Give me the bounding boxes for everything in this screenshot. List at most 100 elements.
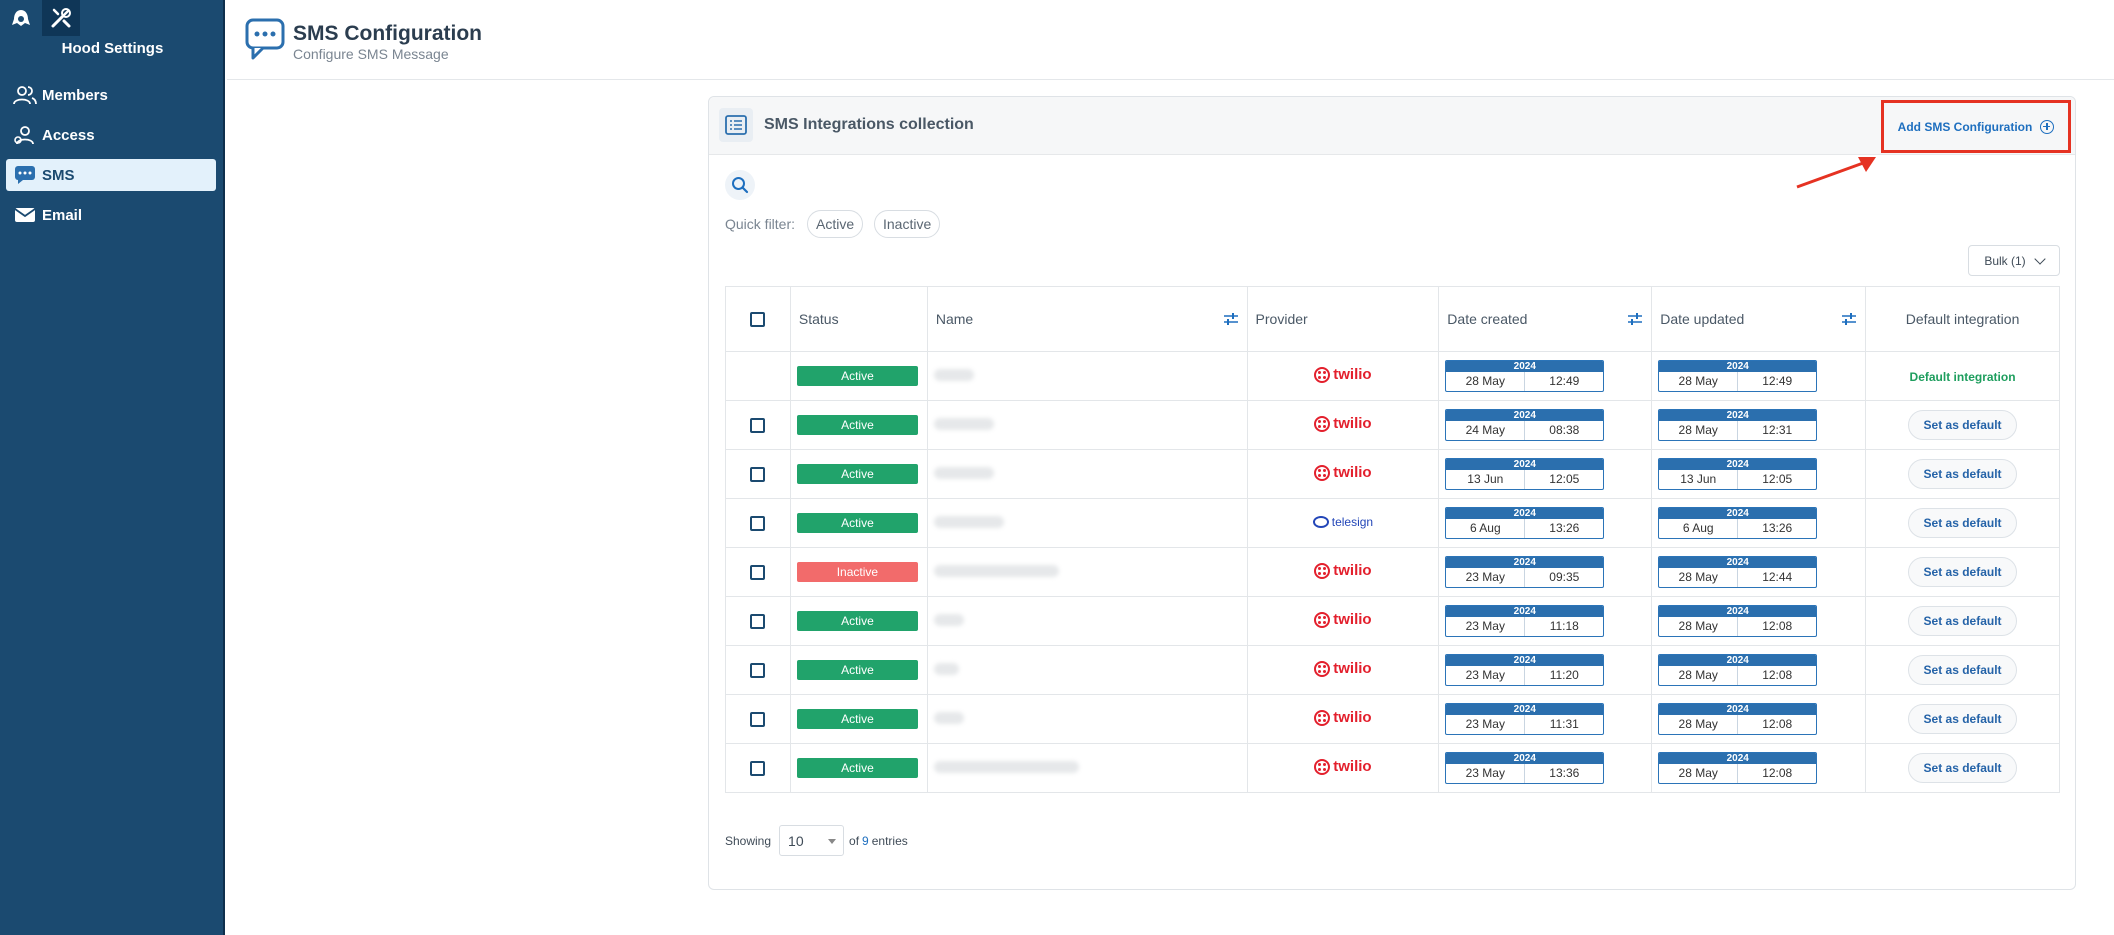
add-sms-configuration-button[interactable]: Add SMS Configuration bbox=[1881, 100, 2071, 153]
sidebar-item-access[interactable]: Access bbox=[6, 119, 216, 151]
date-day: 23 May bbox=[1446, 666, 1526, 685]
row-checkbox[interactable] bbox=[750, 614, 766, 630]
default-cell: Default integration bbox=[1865, 351, 2060, 401]
sidebar-item-email[interactable]: Email bbox=[6, 199, 216, 231]
status-badge: Active bbox=[796, 611, 918, 631]
twilio-icon bbox=[1314, 611, 1331, 628]
set-as-default-button[interactable]: Set as default bbox=[1908, 655, 2018, 685]
date-time: 09:35 bbox=[1549, 570, 1580, 584]
set-as-default-button[interactable]: Set as default bbox=[1908, 508, 2018, 538]
default-cell: Set as default bbox=[1865, 743, 2060, 793]
settings-tools-icon[interactable] bbox=[42, 0, 80, 36]
date-day: 6 Aug bbox=[1446, 519, 1526, 538]
column-provider[interactable]: Provider bbox=[1246, 286, 1440, 352]
column-filter-icon[interactable] bbox=[1627, 312, 1643, 326]
set-as-default-button[interactable]: Set as default bbox=[1908, 606, 2018, 636]
column-date-created[interactable]: Date created bbox=[1438, 286, 1653, 352]
name-cell[interactable] bbox=[926, 743, 1248, 793]
date-updated-box: 2024 28 May 12:44 bbox=[1658, 556, 1818, 588]
set-as-default-button[interactable]: Set as default bbox=[1908, 459, 2018, 489]
column-default-integration: Default integration bbox=[1865, 286, 2060, 352]
entries-label: entries bbox=[871, 833, 908, 848]
name-cell[interactable] bbox=[926, 400, 1248, 450]
provider-cell: twilio bbox=[1246, 694, 1440, 744]
date-time: 11:31 bbox=[1549, 717, 1579, 731]
date-created-cell: 2024 6 Aug 13:26 bbox=[1438, 498, 1653, 548]
date-created-cell: 2024 23 May 13:36 bbox=[1438, 743, 1653, 793]
select-all-checkbox[interactable] bbox=[750, 312, 766, 328]
name-cell[interactable] bbox=[926, 449, 1248, 499]
date-year: 2024 bbox=[1446, 753, 1604, 764]
table-row[interactable]: Active twilio 2024 28 May 12:49 2024 28 May 12:… bbox=[725, 351, 2060, 401]
column-date-updated[interactable]: Date updated bbox=[1651, 286, 1867, 352]
name-cell[interactable] bbox=[926, 645, 1248, 695]
date-updated-cell: 2024 28 May 12:44 bbox=[1651, 547, 1867, 597]
hood-logo-icon[interactable] bbox=[2, 0, 40, 36]
provider-name: twilio bbox=[1333, 366, 1372, 384]
filter-chip-inactive[interactable]: Inactive bbox=[874, 210, 941, 238]
twilio-icon bbox=[1314, 709, 1331, 726]
provider-name: telesign bbox=[1331, 515, 1374, 529]
set-as-default-button[interactable]: Set as default bbox=[1908, 410, 2018, 440]
sidebar-item-label: Email bbox=[42, 206, 83, 224]
date-year: 2024 bbox=[1659, 557, 1817, 568]
date-time: 12:05 bbox=[1549, 472, 1580, 486]
row-checkbox[interactable] bbox=[750, 418, 766, 434]
bulk-dropdown[interactable]: Bulk (1) bbox=[1968, 245, 2060, 276]
page-subtitle: Configure SMS Message bbox=[293, 46, 449, 62]
row-checkbox[interactable] bbox=[750, 467, 766, 483]
row-checkbox[interactable] bbox=[750, 565, 766, 581]
date-day: 13 Jun bbox=[1659, 470, 1739, 489]
name-cell[interactable] bbox=[926, 694, 1248, 744]
twilio-logo: twilio bbox=[1314, 464, 1372, 481]
blurred-name bbox=[933, 516, 1004, 528]
name-cell[interactable] bbox=[926, 547, 1248, 597]
name-cell[interactable] bbox=[926, 596, 1248, 646]
table-row[interactable]: Active twilio 2024 24 May 08:38 2024 28 May 12:… bbox=[725, 400, 2060, 450]
name-cell[interactable] bbox=[926, 351, 1248, 401]
filter-chip-active[interactable]: Active bbox=[807, 210, 864, 238]
table-row[interactable]: Active telesign 2024 6 Aug 13:26 2024 6 Aug 13:… bbox=[725, 498, 2060, 548]
date-time: 12:08 bbox=[1762, 619, 1793, 633]
set-as-default-button[interactable]: Set as default bbox=[1908, 557, 2018, 587]
search-icon[interactable] bbox=[725, 170, 755, 200]
table-row[interactable]: Inactive twilio 2024 23 May 09:35 2024 28 May 1… bbox=[725, 547, 2060, 597]
sms-integrations-panel: SMS Integrations collection Add SMS Conf… bbox=[708, 96, 2076, 890]
date-day: 28 May bbox=[1659, 666, 1739, 685]
row-checkbox[interactable] bbox=[750, 761, 766, 777]
name-cell[interactable] bbox=[926, 498, 1248, 548]
red-arrow-annotation bbox=[1796, 157, 1876, 189]
row-checkbox[interactable] bbox=[750, 516, 766, 532]
date-day: 23 May bbox=[1446, 617, 1526, 636]
panel-title: SMS Integrations collection bbox=[764, 116, 974, 133]
total-entries: 9 bbox=[862, 833, 869, 848]
table-row[interactable]: Active twilio 2024 23 May 11:31 2024 28 May 12:… bbox=[725, 694, 2060, 744]
row-checkbox[interactable] bbox=[750, 663, 766, 679]
row-checkbox[interactable] bbox=[750, 712, 766, 728]
column-status[interactable]: Status bbox=[789, 286, 928, 352]
provider-name: twilio bbox=[1333, 709, 1372, 727]
twilio-logo: twilio bbox=[1314, 709, 1372, 727]
set-as-default-button[interactable]: Set as default bbox=[1908, 704, 2018, 734]
date-created-box: 2024 23 May 11:20 bbox=[1445, 654, 1605, 686]
sidebar-item-members[interactable]: Members bbox=[6, 79, 216, 111]
set-as-default-button[interactable]: Set as default bbox=[1908, 753, 2018, 783]
column-filter-icon[interactable] bbox=[1841, 312, 1857, 326]
default-integration-label: Default integration bbox=[1909, 370, 2016, 384]
date-updated-box: 2024 13 Jun 12:05 bbox=[1658, 458, 1818, 490]
date-day: 28 May bbox=[1659, 568, 1739, 587]
sms-chat-icon bbox=[245, 18, 285, 65]
row-check-cell bbox=[725, 547, 791, 597]
table-row[interactable]: Active twilio 2024 23 May 13:36 2024 28 May 12:… bbox=[725, 743, 2060, 793]
table-row[interactable]: Active twilio 2024 13 Jun 12:05 2024 13 Jun 12:… bbox=[725, 449, 2060, 499]
page-size-select[interactable]: 10 bbox=[779, 825, 845, 856]
table-row[interactable]: Active twilio 2024 23 May 11:18 2024 28 May 12:… bbox=[725, 596, 2060, 646]
column-name[interactable]: Name bbox=[926, 286, 1248, 352]
table-row[interactable]: Active twilio 2024 23 May 11:20 2024 28 May 12:… bbox=[725, 645, 2060, 695]
sidebar-item-sms[interactable]: SMS bbox=[6, 159, 216, 191]
status-cell: Active bbox=[789, 645, 928, 695]
row-check-cell bbox=[725, 596, 791, 646]
date-updated-cell: 2024 28 May 12:31 bbox=[1651, 400, 1867, 450]
date-created-box: 2024 28 May 12:49 bbox=[1445, 360, 1605, 392]
column-filter-icon[interactable] bbox=[1223, 312, 1239, 326]
